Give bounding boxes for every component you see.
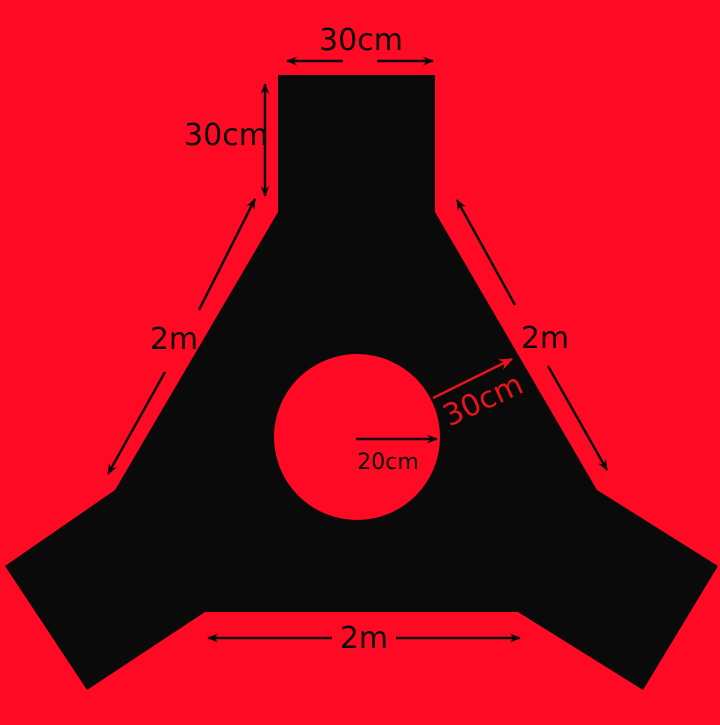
bottom-side-dimension: 2m — [207, 621, 521, 656]
center-hole — [274, 354, 440, 520]
top-height-dimension: 30cm — [184, 83, 270, 197]
top-height-label: 30cm — [184, 118, 268, 153]
hole-radius-dimension: 20cm — [356, 434, 438, 475]
right-side-label: 2m — [521, 321, 569, 356]
hole-radius-label: 20cm — [357, 450, 419, 475]
bottom-side-label: 2m — [340, 621, 388, 656]
left-side-label: 2m — [150, 322, 198, 357]
top-width-dimension: 30cm — [286, 23, 434, 66]
top-width-label: 30cm — [319, 23, 403, 58]
right-side-dimension: 2m — [455, 199, 609, 471]
left-side-dimension: 2m — [106, 198, 257, 475]
